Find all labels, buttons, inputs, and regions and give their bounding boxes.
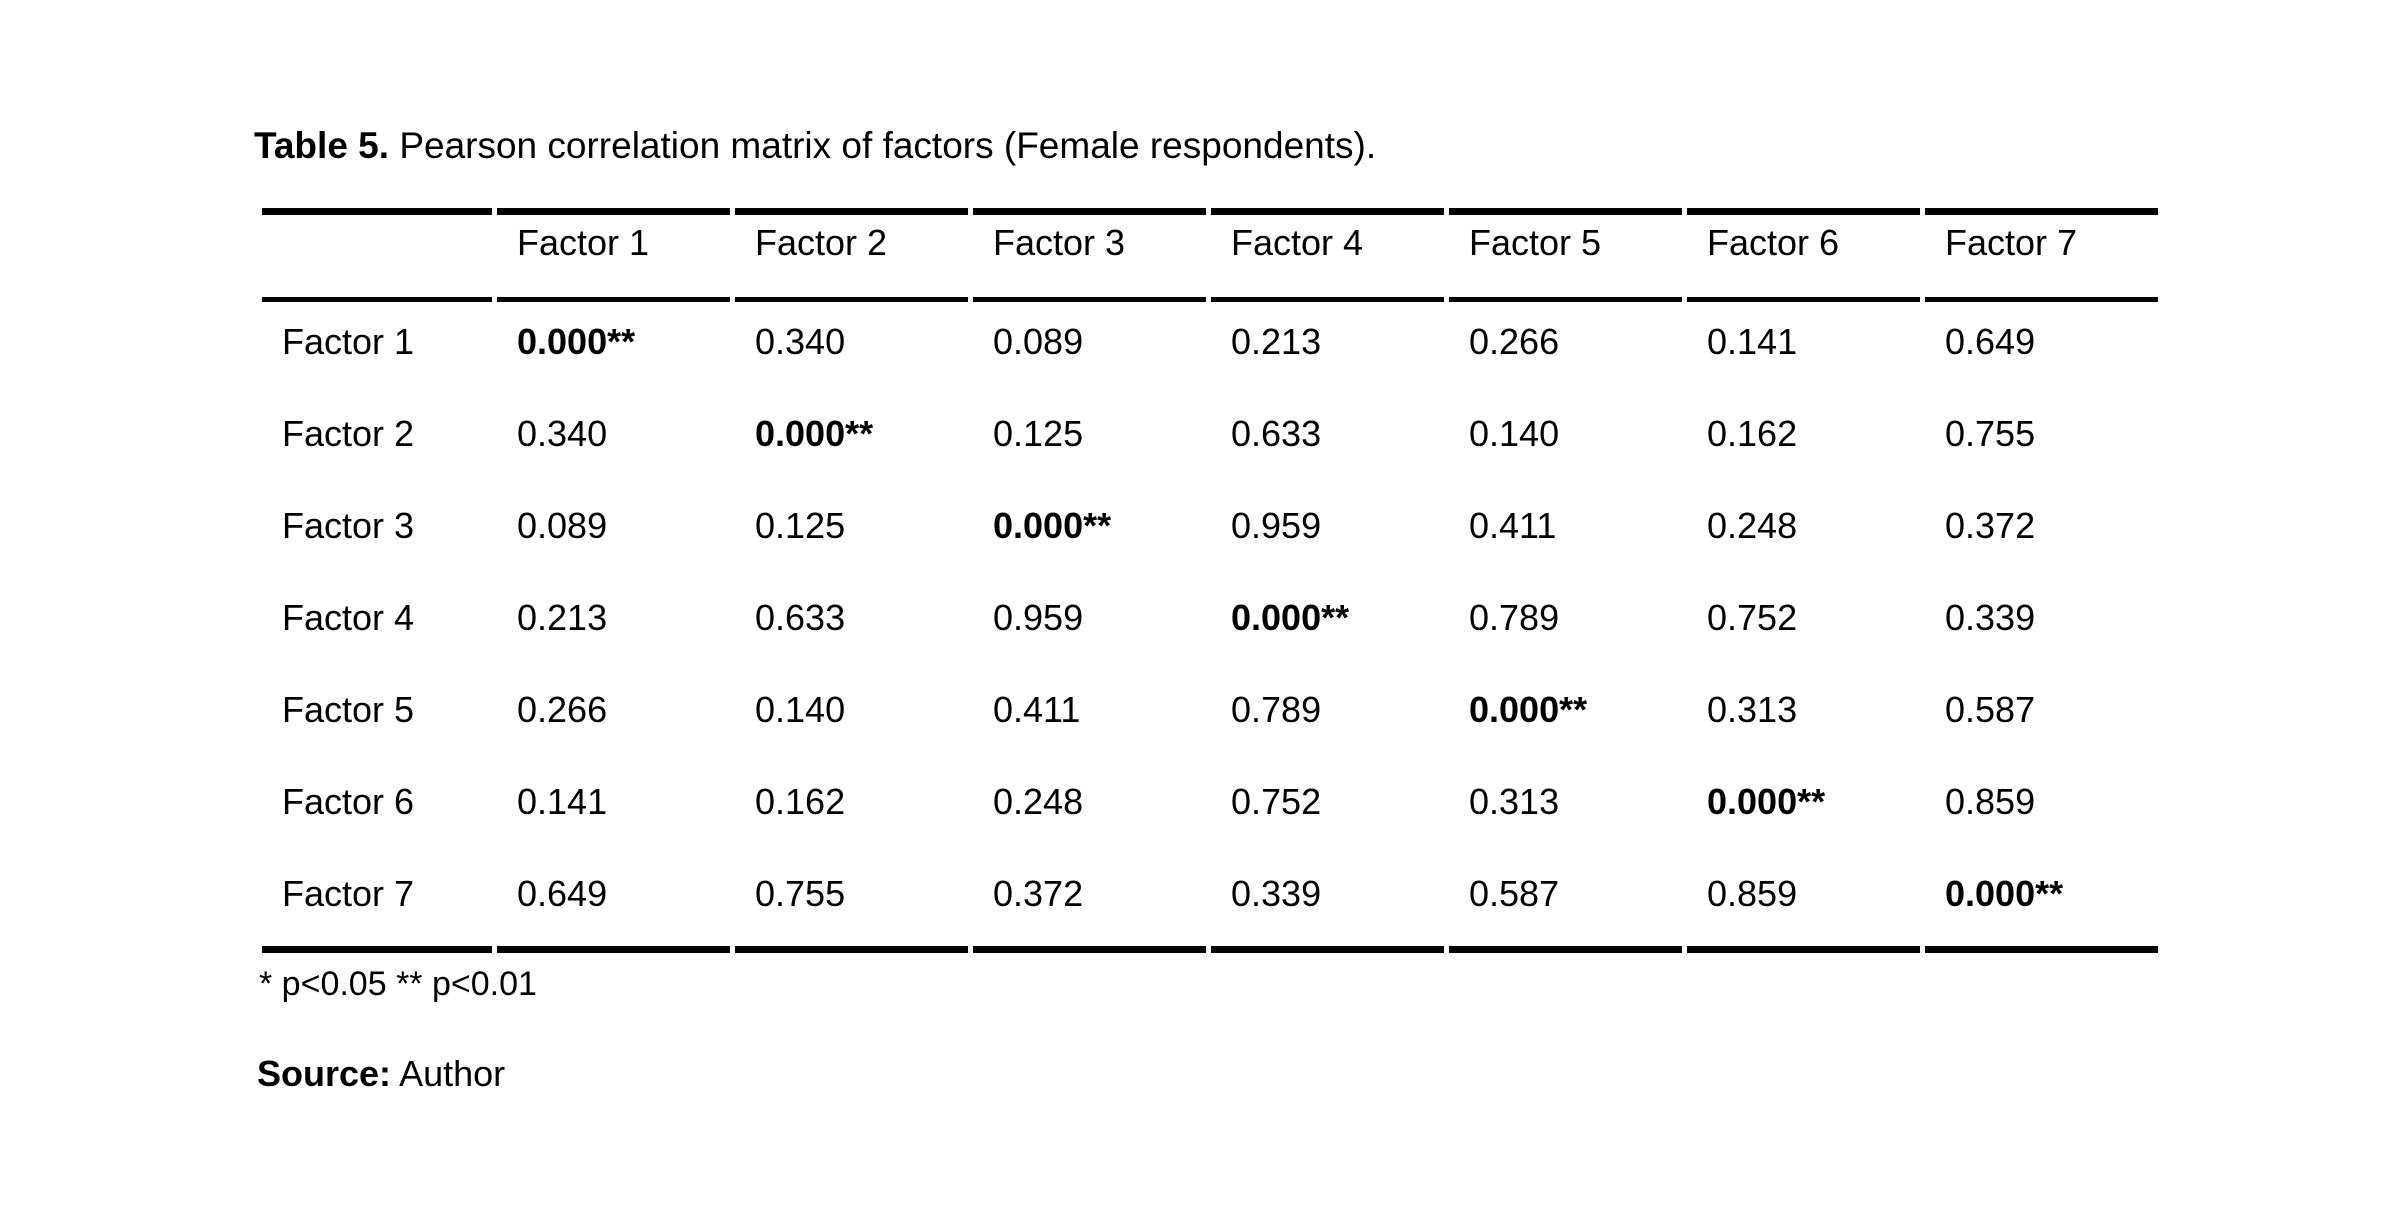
row-header: Factor 7 [262,854,492,953]
table-row: Factor 3 0.089 0.125 0.000** 0.959 0.411… [262,486,2158,578]
matrix-cell: 0.000** [1231,597,1350,638]
matrix-cell: 0.140 [755,689,846,730]
matrix-cell: 0.162 [755,781,846,822]
row-header: Factor 5 [282,689,415,730]
matrix-cell: 0.649 [497,854,730,953]
matrix-cell: 0.339 [1945,597,2036,638]
column-header: Factor 6 [1687,208,1920,302]
matrix-cell: 0.755 [1945,413,2036,454]
matrix-cell: 0.162 [1707,413,1798,454]
matrix-cell: 0.213 [1231,321,1322,362]
matrix-cell: 0.752 [1707,597,1798,638]
matrix-cell: 0.859 [1945,781,2036,822]
matrix-cell: 0.089 [993,321,1084,362]
matrix-cell: 0.140 [1469,413,1560,454]
matrix-cell: 0.340 [517,413,608,454]
matrix-cell: 0.755 [735,854,968,953]
correlation-table: Factor 1 Factor 2 Factor 3 Factor 4 Fact… [257,208,2163,953]
matrix-cell: 0.789 [1231,689,1322,730]
matrix-cell: 0.141 [517,781,608,822]
matrix-cell: 0.000** [1925,854,2158,953]
table-row: Factor 1 0.000** 0.340 0.089 0.213 0.266… [262,302,2158,394]
column-header: Factor 1 [497,208,730,302]
matrix-cell: 0.587 [1945,689,2036,730]
matrix-cell: 0.372 [1945,505,2036,546]
matrix-cell: 0.649 [1945,321,2036,362]
row-header: Factor 1 [282,321,415,362]
table-row: Factor 4 0.213 0.633 0.959 0.000** 0.789… [262,578,2158,670]
matrix-cell: 0.587 [1449,854,1682,953]
matrix-cell: 0.340 [755,321,846,362]
header-row: Factor 1 Factor 2 Factor 3 Factor 4 Fact… [262,208,2158,302]
table-row: Factor 6 0.141 0.162 0.248 0.752 0.313 0… [262,762,2158,854]
matrix-cell: 0.248 [993,781,1084,822]
corner-cell [262,208,492,302]
table-caption-text: Pearson correlation matrix of factors (F… [399,125,1377,166]
significance-note: * p<0.05 ** p<0.01 [259,965,537,1003]
source-label: Source: [257,1053,392,1094]
matrix-cell: 0.141 [1707,321,1798,362]
table-caption-label: Table 5. [254,125,390,166]
matrix-cell: 0.752 [1231,781,1322,822]
page-title: Table 5. Pearson correlation matrix of f… [254,124,1376,168]
matrix-cell: 0.633 [755,597,846,638]
row-header: Factor 4 [282,597,415,638]
matrix-cell: 0.000** [993,505,1112,546]
matrix-cell: 0.313 [1707,689,1798,730]
matrix-cell: 0.266 [517,689,608,730]
matrix-cell: 0.000** [1707,781,1826,822]
matrix-cell: 0.789 [1469,597,1560,638]
matrix-cell: 0.411 [1469,505,1557,546]
column-header: Factor 3 [973,208,1206,302]
column-header: Factor 2 [735,208,968,302]
matrix-cell: 0.000** [1469,689,1588,730]
matrix-cell: 0.125 [993,413,1084,454]
matrix-cell: 0.248 [1707,505,1798,546]
matrix-cell: 0.089 [517,505,608,546]
row-header: Factor 6 [282,781,415,822]
matrix-cell: 0.959 [1231,505,1322,546]
table-row: Factor 5 0.266 0.140 0.411 0.789 0.000**… [262,670,2158,762]
matrix-cell: 0.372 [973,854,1206,953]
matrix-cell: 0.000** [755,413,874,454]
column-header: Factor 4 [1211,208,1444,302]
column-header: Factor 5 [1449,208,1682,302]
matrix-cell: 0.339 [1211,854,1444,953]
row-header: Factor 3 [282,505,415,546]
matrix-cell: 0.959 [993,597,1084,638]
source-value: Author [399,1053,506,1094]
table-row: Factor 7 0.649 0.755 0.372 0.339 0.587 0… [262,854,2158,953]
matrix-cell: 0.125 [755,505,846,546]
matrix-cell: 0.633 [1231,413,1322,454]
column-header: Factor 7 [1925,208,2158,302]
source-line: Source: Author [257,1052,505,1096]
table-row: Factor 2 0.340 0.000** 0.125 0.633 0.140… [262,394,2158,486]
matrix-cell: 0.213 [517,597,608,638]
matrix-cell: 0.313 [1469,781,1560,822]
matrix-cell: 0.000** [517,321,636,362]
matrix-cell: 0.859 [1687,854,1920,953]
row-header: Factor 2 [282,413,415,454]
matrix-cell: 0.411 [993,689,1081,730]
matrix-cell: 0.266 [1469,321,1560,362]
